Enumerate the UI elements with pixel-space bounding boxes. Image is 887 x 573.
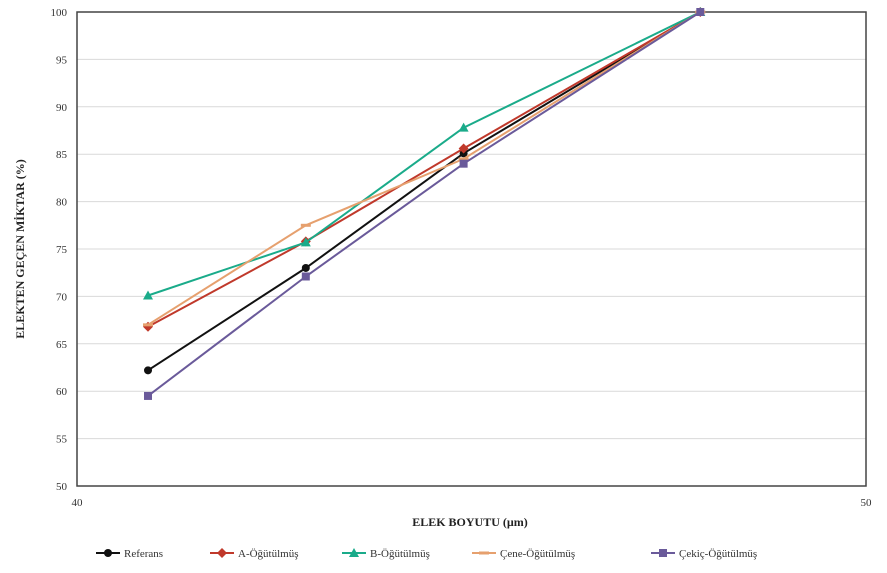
y-tick-label: 55 <box>56 434 68 446</box>
data-point <box>696 8 705 16</box>
legend-swatch-marker <box>217 548 227 558</box>
y-tick-label: 100 <box>51 7 68 19</box>
legend-entry: A-Öğütülmüş <box>210 548 299 560</box>
series-line <box>147 11 701 397</box>
series-layer <box>143 7 706 400</box>
y-tick-label: 80 <box>56 197 68 209</box>
plot-area-border <box>76 11 867 487</box>
legend-entry: Çekiç-Öğütülmüş <box>651 548 757 560</box>
legend-entry: Referans <box>96 548 163 560</box>
data-point <box>458 122 469 132</box>
data-point <box>458 157 469 161</box>
grid-lines <box>77 58 866 440</box>
data-point <box>300 237 311 247</box>
legend-entry: B-Öğütülmüş <box>342 548 430 560</box>
legend-label: A-Öğütülmüş <box>238 548 299 560</box>
data-point <box>143 290 154 300</box>
series-5 <box>144 8 705 400</box>
series-2 <box>143 7 706 332</box>
x-axis-title: ELEK BOYUTU (µm) <box>412 515 528 529</box>
y-axis-ticks: 50 55 60 65 70 75 80 85 90 95 100 <box>51 7 68 493</box>
x-tick-label: 40 <box>72 497 84 509</box>
series-line <box>147 11 701 372</box>
series-3 <box>143 7 706 300</box>
legend-swatch-marker <box>104 549 112 557</box>
y-axis-title: ELEKTEN GEÇEN MİKTAR (%) <box>13 159 27 338</box>
data-point <box>300 223 311 227</box>
legend-label: Referans <box>124 548 163 560</box>
data-point <box>144 366 153 375</box>
data-point <box>458 143 469 154</box>
y-tick-label: 75 <box>56 244 68 256</box>
y-tick-label: 50 <box>56 481 68 493</box>
legend-swatch-marker <box>479 551 489 555</box>
legend: Referans A-Öğütülmüş B-Öğütülmüş Çene-Öğütü… <box>96 548 757 560</box>
legend-swatch-marker <box>349 548 359 557</box>
y-tick-label: 85 <box>56 149 68 161</box>
y-tick-label: 70 <box>56 291 68 303</box>
legend-entry: Çene-Öğütülmüş <box>472 548 575 560</box>
y-tick-label: 95 <box>56 54 68 66</box>
y-tick-label: 60 <box>56 386 68 398</box>
data-point <box>143 323 154 327</box>
x-axis-ticks: 40 50 <box>72 497 873 509</box>
series-line <box>147 11 701 326</box>
data-point <box>459 159 468 168</box>
legend-label: B-Öğütülmüş <box>370 548 430 560</box>
legend-label: Çekiç-Öğütülmüş <box>679 548 757 560</box>
data-point <box>144 391 153 400</box>
data-point <box>301 272 310 281</box>
data-point <box>301 263 310 272</box>
y-tick-label: 90 <box>56 102 68 114</box>
series-line <box>147 11 701 328</box>
legend-swatch-marker <box>659 549 667 557</box>
series-line <box>147 11 701 297</box>
x-tick-label: 50 <box>861 497 873 509</box>
legend-label: Çene-Öğütülmüş <box>500 548 575 560</box>
y-tick-label: 65 <box>56 339 68 351</box>
